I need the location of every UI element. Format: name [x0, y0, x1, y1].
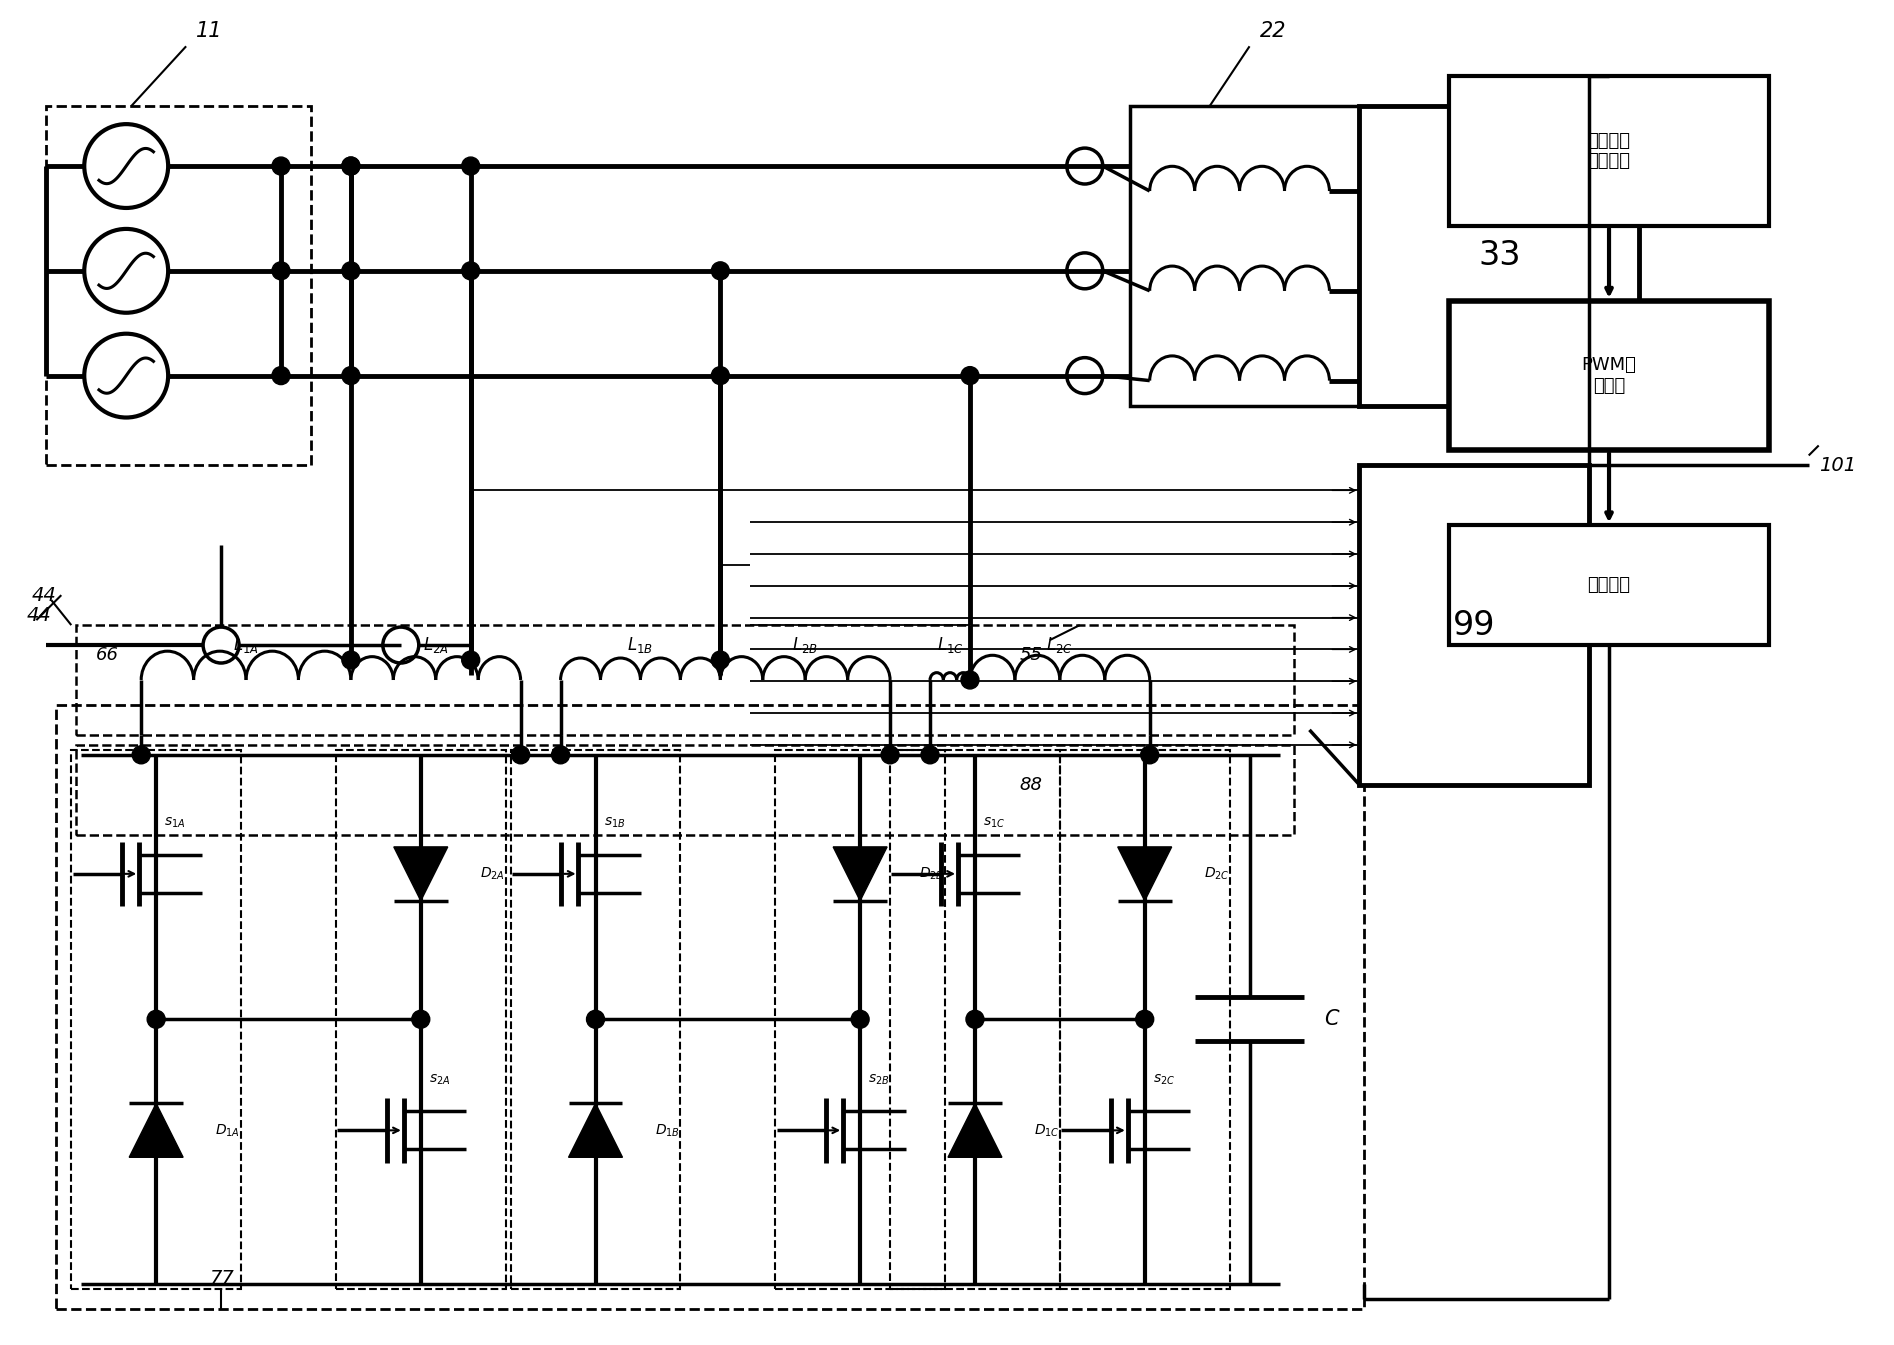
- Polygon shape: [129, 1103, 184, 1157]
- Circle shape: [83, 124, 169, 208]
- Circle shape: [83, 229, 169, 313]
- Circle shape: [343, 367, 360, 385]
- Text: $L_{2A}$: $L_{2A}$: [422, 635, 449, 655]
- Bar: [775, 751, 945, 1289]
- Circle shape: [273, 157, 290, 175]
- Bar: [1449, 77, 1769, 226]
- Text: $s_{2B}$: $s_{2B}$: [867, 1072, 890, 1087]
- Circle shape: [411, 1010, 430, 1029]
- Text: $s_{1A}$: $s_{1A}$: [165, 816, 186, 830]
- Text: $D_{2C}$: $D_{2C}$: [1205, 866, 1229, 882]
- Circle shape: [551, 746, 570, 764]
- Bar: [1360, 106, 1638, 406]
- Text: $D_{1C}$: $D_{1C}$: [1034, 1122, 1061, 1139]
- Circle shape: [148, 1010, 165, 1029]
- Text: $D_{2B}$: $D_{2B}$: [919, 866, 945, 882]
- Bar: [1129, 106, 1360, 406]
- Bar: [1061, 751, 1229, 1289]
- Text: $s_{2C}$: $s_{2C}$: [1153, 1072, 1174, 1087]
- Circle shape: [920, 746, 939, 764]
- Circle shape: [712, 651, 729, 668]
- Circle shape: [960, 671, 979, 689]
- Circle shape: [83, 334, 169, 417]
- Circle shape: [587, 1010, 604, 1029]
- Bar: [511, 751, 680, 1289]
- Text: $D_{1A}$: $D_{1A}$: [216, 1122, 241, 1139]
- Text: 33: 33: [1477, 239, 1521, 272]
- Polygon shape: [394, 847, 447, 901]
- Circle shape: [712, 262, 729, 280]
- Bar: [45, 106, 311, 465]
- Circle shape: [966, 1010, 985, 1029]
- Text: $s_{1B}$: $s_{1B}$: [604, 816, 625, 830]
- Text: $s_{2A}$: $s_{2A}$: [430, 1072, 451, 1087]
- Circle shape: [881, 746, 900, 764]
- Text: 44: 44: [27, 605, 51, 624]
- Text: 101: 101: [1818, 456, 1856, 475]
- Polygon shape: [833, 847, 886, 901]
- Text: 11: 11: [197, 22, 223, 42]
- Text: 豐波检测
运算电路: 豐波检测 运算电路: [1587, 132, 1631, 171]
- Text: $C$: $C$: [1324, 1009, 1341, 1029]
- Circle shape: [273, 262, 290, 280]
- Text: 22: 22: [1260, 22, 1286, 42]
- Circle shape: [712, 367, 729, 385]
- Text: $L_{2C}$: $L_{2C}$: [1047, 635, 1074, 655]
- Circle shape: [273, 367, 290, 385]
- Circle shape: [343, 157, 360, 175]
- Text: $D_{1B}$: $D_{1B}$: [655, 1122, 680, 1139]
- Bar: [1449, 301, 1769, 451]
- Text: 88: 88: [1019, 776, 1044, 794]
- Bar: [72, 751, 241, 1289]
- Circle shape: [850, 1010, 869, 1029]
- Polygon shape: [949, 1103, 1002, 1157]
- Text: 77: 77: [208, 1270, 233, 1289]
- Text: 99: 99: [1453, 608, 1496, 642]
- Circle shape: [1136, 1010, 1153, 1029]
- Circle shape: [1140, 746, 1159, 764]
- Bar: [890, 751, 1061, 1289]
- Bar: [57, 705, 1364, 1309]
- Bar: [335, 751, 506, 1289]
- Text: PWM电
流控制: PWM电 流控制: [1581, 356, 1636, 395]
- Circle shape: [462, 157, 479, 175]
- Text: $s_{1C}$: $s_{1C}$: [983, 816, 1006, 830]
- Text: $L_{2B}$: $L_{2B}$: [792, 635, 818, 655]
- Circle shape: [133, 746, 150, 764]
- Polygon shape: [1117, 847, 1172, 901]
- Text: $L_{1A}$: $L_{1A}$: [233, 635, 259, 655]
- Text: $L_{1C}$: $L_{1C}$: [938, 635, 964, 655]
- Text: 66: 66: [97, 646, 119, 664]
- Bar: [76, 745, 1294, 835]
- Circle shape: [343, 651, 360, 668]
- Text: 驱动电路: 驱动电路: [1587, 576, 1631, 594]
- Text: $L_{1B}$: $L_{1B}$: [627, 635, 653, 655]
- Circle shape: [343, 262, 360, 280]
- Bar: [1360, 465, 1589, 784]
- Circle shape: [343, 157, 360, 175]
- Circle shape: [462, 262, 479, 280]
- Text: 55: 55: [1019, 646, 1044, 664]
- Circle shape: [511, 746, 530, 764]
- Text: $D_{2A}$: $D_{2A}$: [479, 866, 506, 882]
- Circle shape: [960, 367, 979, 385]
- Text: 44: 44: [32, 585, 57, 605]
- Bar: [1449, 526, 1769, 646]
- Circle shape: [462, 651, 479, 668]
- Polygon shape: [568, 1103, 623, 1157]
- Bar: [76, 625, 1294, 734]
